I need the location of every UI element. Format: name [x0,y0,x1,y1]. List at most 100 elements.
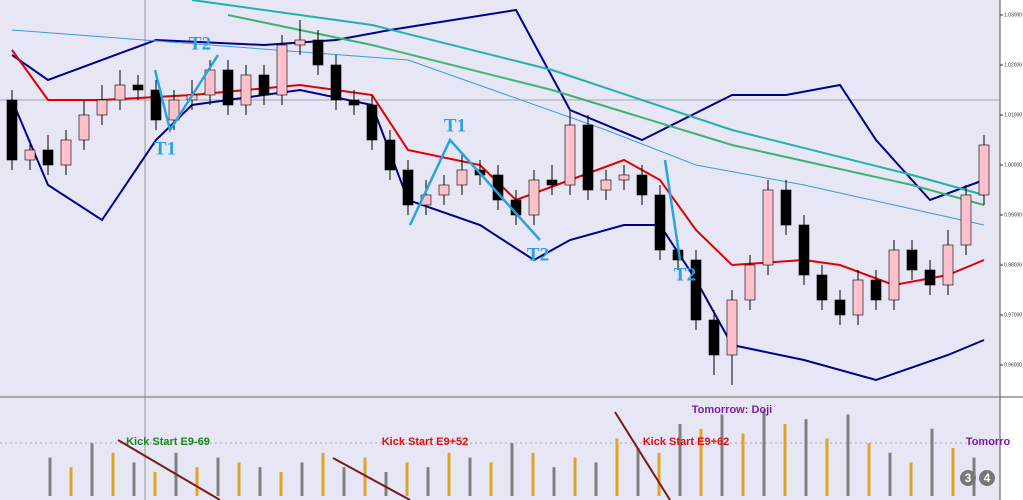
candle-body [618,174,630,181]
histogram-bar [825,438,829,496]
candle-body [852,279,864,316]
y-tick-label: 1.02000 [1004,62,1022,68]
y-tick-label: 1.01000 [1004,112,1022,118]
histogram-bar [426,467,430,496]
wave-label: T2 [189,33,211,54]
badge [960,470,976,486]
arrow [408,137,541,241]
y-tick-label: 0.97000 [1004,312,1022,318]
candle-body [564,124,576,186]
candle-body [600,179,612,191]
candle-body [960,194,972,246]
histogram-bar [237,462,241,496]
histogram-bar [846,414,850,496]
y-tick-label: 0.99000 [1004,212,1022,218]
candle-body [294,39,306,46]
trend-line [332,457,411,500]
histogram-bar [216,457,220,496]
histogram-bar [447,452,451,496]
histogram-bar [573,457,577,496]
y-tick-label: 0.96000 [1004,362,1022,368]
candle-body [582,124,594,191]
histogram-bar [867,443,871,496]
candle-body [168,99,180,121]
histogram-bar [951,448,955,496]
histogram-bar [531,452,535,496]
wave-label: T2 [527,244,549,265]
candle-body [402,169,414,206]
y-tick-label: 1.00000 [1004,162,1022,168]
histogram-bar [90,443,94,496]
indicator-line [11,88,985,382]
candle-body [204,69,216,96]
candle-body [438,184,450,196]
candle-body [636,174,648,196]
candle-body [870,279,882,301]
histogram-bar [678,424,682,496]
candle-body [240,74,252,106]
histogram-bar [594,462,598,496]
histogram-bar [384,472,388,496]
wave-label: T1 [444,115,466,136]
histogram-bar [762,409,766,496]
badge-label: 3 [965,471,972,485]
candle-body [366,104,378,141]
candle-body [726,299,738,356]
candle-body [96,99,108,116]
wave-label: T2 [674,264,696,285]
candle-body [6,99,18,161]
histogram-bar [489,462,493,496]
candle-body [816,274,828,301]
histogram-bar [930,428,934,496]
histogram-bar [909,462,913,496]
y-tick-label: 1.03000 [1004,12,1022,18]
arrow [663,159,682,261]
histogram-bar [741,433,745,496]
histogram-bar [300,462,304,496]
arrow [153,54,220,134]
histogram-bar [783,424,787,496]
badge-label: 4 [984,471,991,485]
histogram-bar [342,467,346,496]
signal-label: Kick Start E9-69 [126,436,210,448]
histogram-bar [615,438,619,496]
indicator-line [11,29,985,226]
badge [979,470,995,486]
wave-label: T1 [154,138,176,159]
candle-body [780,189,792,226]
signal-label: Tomorro [966,436,1011,448]
signal-label: Kick Start E9+62 [643,436,730,448]
candle-body [546,179,558,186]
wave-arrows [153,54,682,261]
histogram-bar [552,467,556,496]
candle-body [348,99,360,106]
candle-body [888,249,900,301]
histogram-bar [636,448,640,496]
candle-body [42,149,54,166]
signal-label: Kick Start E9+52 [382,436,469,448]
candle-body [528,179,540,216]
candle-body [132,84,144,91]
histogram-bar [279,472,283,496]
candle-body [456,169,468,186]
signal-label: Tomorrow: Doji [692,404,772,416]
histogram-bar [468,457,472,496]
candle-body [114,84,126,101]
candle-body [258,74,270,96]
histogram-bar [804,419,808,496]
candle-body [312,39,324,66]
histogram-bar [363,457,367,496]
histogram-bar [132,462,136,496]
candle-body [330,64,342,101]
candle-body [708,319,720,356]
trend-line [614,411,671,500]
histogram-bar [657,452,661,496]
candle-body [762,189,774,266]
candle-body [942,244,954,286]
candle-body [906,249,918,271]
histogram-bar [720,414,724,496]
price-scale [1000,0,1023,500]
histogram-bar [321,452,325,496]
